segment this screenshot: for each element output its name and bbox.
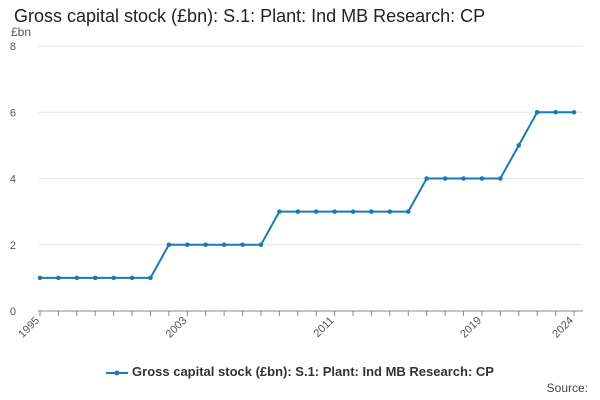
x-tick-label: 2024 [550,315,576,341]
data-point [37,275,43,281]
y-tick-label: 6 [10,107,16,119]
data-point [148,275,153,281]
data-point [571,109,577,115]
legend-swatch-icon [106,370,129,376]
data-point [203,242,209,248]
legend: Gross capital stock (£bn): S.1: Plant: I… [0,364,600,379]
data-point [424,176,429,181]
data-point [332,209,337,214]
data-point [258,242,264,248]
data-point [295,209,301,214]
data-point [442,176,448,181]
data-point [129,275,135,281]
data-point [553,109,558,115]
chart-title: Gross capital stock (£bn): S.1: Plant: I… [14,6,486,26]
y-axis-label: £bn [11,25,31,39]
data-point [74,275,80,281]
gridlines [38,45,583,246]
series-line [40,111,574,279]
x-ticks: 1995 2003 2011 2019 2024 [16,311,576,340]
source-label: Source: [546,381,588,395]
data-point [185,242,190,248]
x-tick-label: 2011 [312,315,337,340]
legend-label: Gross capital stock (£bn): S.1: Plant: I… [132,364,494,379]
data-point [240,242,245,248]
data-point [350,209,356,214]
y-tick-label: 2 [10,240,16,252]
data-point [111,275,116,281]
y-tick-label: 8 [10,41,16,53]
data-point [313,209,319,214]
x-tick-label: 2019 [458,315,484,341]
data-point [221,242,227,248]
data-point [56,275,61,281]
data-point [92,275,98,281]
data-point [405,209,411,214]
series-layer [37,109,577,281]
y-tick-label: 4 [10,174,16,186]
y-tick-label: 0 [10,306,16,318]
data-point [277,209,282,214]
x-tick-label: 2003 [164,315,190,341]
data-point [516,143,522,148]
y-tick-labels: 0 2 4 6 8 [10,41,16,318]
data-point [534,109,540,115]
data-point [498,176,503,181]
data-point [369,209,374,214]
x-tick-label: 1995 [16,315,42,341]
data-point [461,176,466,181]
data-point [387,209,393,214]
data-point [479,176,485,181]
data-point [166,242,172,248]
